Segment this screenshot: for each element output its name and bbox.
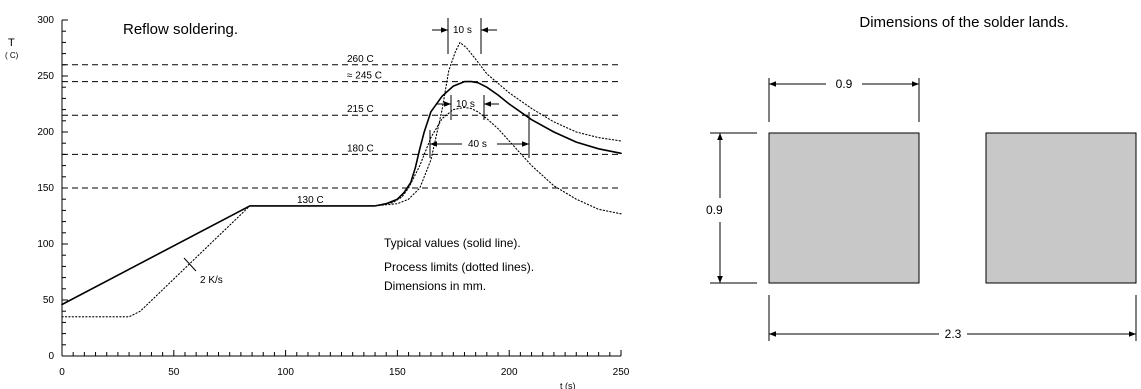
x-tick-label: 200 xyxy=(501,367,518,378)
solder-pad-left xyxy=(768,132,920,284)
dimension-total-label: 2.3 xyxy=(945,327,962,341)
interval-40s: 40 s xyxy=(429,112,530,158)
note-typical-values: Typical values (solid line). xyxy=(384,236,521,250)
ramp-leader xyxy=(183,257,197,272)
y-tick-label: 150 xyxy=(37,183,54,194)
process-limit-line xyxy=(61,41,622,318)
x-tick-label: 250 xyxy=(613,367,630,378)
reference-line-label: 215 C xyxy=(347,104,374,115)
interval-label: 10 s xyxy=(453,25,472,36)
dimension-height-label: 0.9 xyxy=(706,203,723,217)
note-dimensions-unit: Dimensions in mm. xyxy=(384,279,486,293)
x-tick-label: 50 xyxy=(168,367,180,378)
lands-title: Dimensions of the solder lands. xyxy=(859,14,1068,31)
x-tick-label: 100 xyxy=(277,367,294,378)
interval-10s-mid: 10 s xyxy=(436,95,499,120)
chart-axes: 0 50 100 150 200 250 0 50 100 150 200 250 300 xyxy=(37,15,629,378)
interval-10s-top: 10 s xyxy=(432,18,497,54)
reflow-chart: Reflow soldering. 260 C ≈ 245 C 215 C 180 C… xyxy=(5,15,630,389)
x-tick-label: 0 xyxy=(59,367,65,378)
y-axis-label: T xyxy=(8,37,15,49)
reference-line-label: ≈ 245 C xyxy=(347,71,382,82)
reference-lines: 260 C ≈ 245 C 215 C 180 C xyxy=(62,54,621,189)
y-tick-label: 300 xyxy=(37,15,54,26)
typical-profile-line xyxy=(61,80,622,306)
dimension-width-label: 0.9 xyxy=(836,77,853,91)
ramp-label: 2 K/s xyxy=(200,275,223,286)
dimension-width: 0.9 xyxy=(768,77,920,122)
interval-label: 10 s xyxy=(456,99,475,110)
y-tick-label: 0 xyxy=(48,351,54,362)
dimension-height: 0.9 xyxy=(706,132,757,284)
reference-line-label: 260 C xyxy=(347,54,374,65)
dimension-total: 2.3 xyxy=(768,295,1137,341)
chart-series xyxy=(61,41,622,318)
chart-title: Reflow soldering. xyxy=(123,21,238,38)
y-tick-label: 100 xyxy=(37,239,54,250)
interval-label: 40 s xyxy=(468,139,487,150)
process-limit-line xyxy=(61,106,622,306)
y-tick-label: 250 xyxy=(37,71,54,82)
solder-lands-diagram: Dimensions of the solder lands. 0.9 0.9 … xyxy=(706,14,1137,341)
y-tick-label: 50 xyxy=(43,295,55,306)
plateau-label: 130 C xyxy=(297,195,324,206)
y-axis-unit: ( C) xyxy=(5,51,19,60)
note-process-limits: Process limits (dotted lines). xyxy=(384,260,534,274)
y-tick-label: 200 xyxy=(37,127,54,138)
x-axis-label: t (s) xyxy=(560,381,576,389)
solder-pad-right xyxy=(985,132,1137,284)
reference-line-label: 180 C xyxy=(347,143,374,154)
x-tick-label: 150 xyxy=(389,367,406,378)
